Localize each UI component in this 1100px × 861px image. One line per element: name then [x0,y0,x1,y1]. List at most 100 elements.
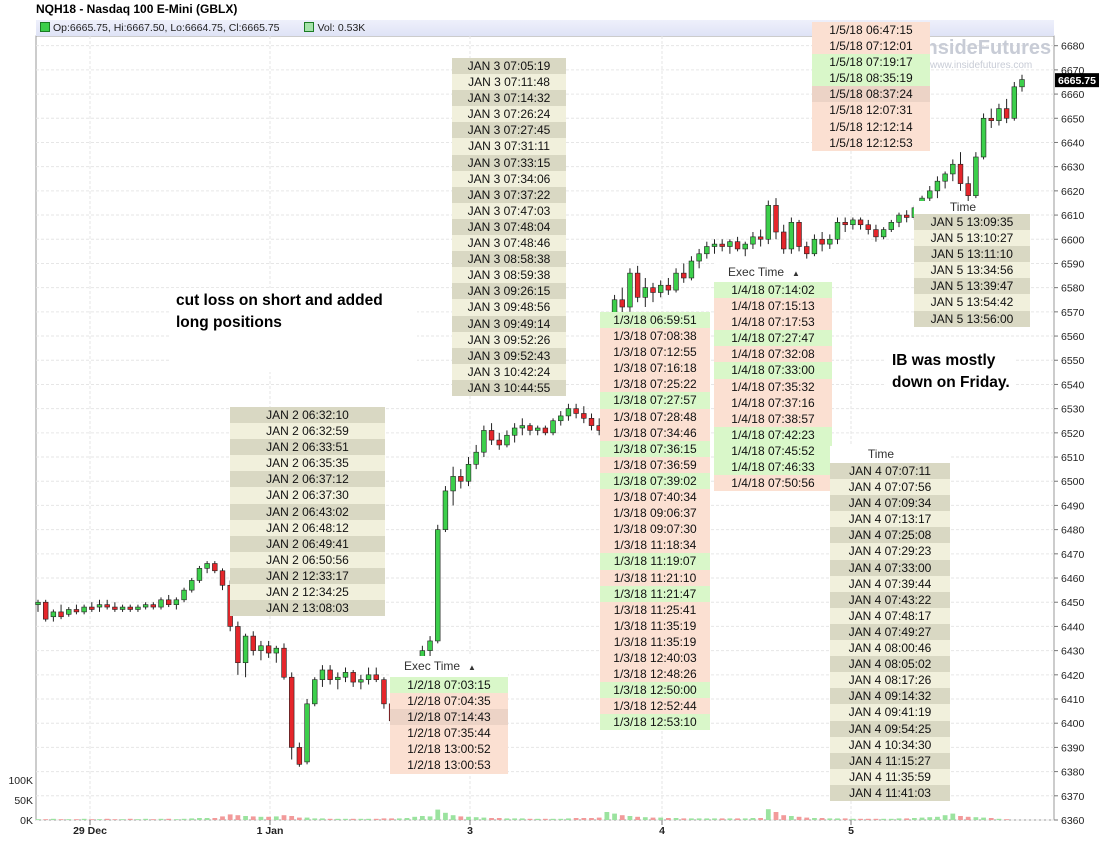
panel-row[interactable]: 1/4/18 07:42:23 [714,426,832,443]
panel-row[interactable]: 1/4/18 07:32:08 [714,346,832,363]
panel-header[interactable]: Exec Time ▲ [714,263,832,282]
panel-row[interactable]: JAN 4 07:39:44 [830,575,950,592]
panel-row[interactable]: 1/3/18 07:25:22 [600,376,710,393]
panel-row[interactable]: JAN 4 11:15:27 [830,752,950,769]
panel-row[interactable]: JAN 2 06:32:10 [230,407,385,424]
panel-row[interactable]: JAN 3 07:48:46 [452,235,566,252]
panel-row[interactable]: 1/4/18 07:35:32 [714,378,832,395]
panel-row[interactable]: JAN 5 13:56:00 [914,310,1030,327]
panel-row[interactable]: JAN 3 09:49:14 [452,315,566,332]
panel-row[interactable]: 1/4/18 07:45:52 [714,442,832,460]
panel-row[interactable]: JAN 3 10:42:24 [452,363,566,380]
panel-row[interactable]: 1/2/18 13:00:53 [390,757,508,774]
panel-row[interactable]: 1/4/18 07:14:02 [714,282,832,299]
panel-row[interactable]: 1/3/18 12:48:26 [600,666,710,683]
panel-row[interactable]: JAN 4 10:34:30 [830,736,950,753]
panel-row[interactable]: 1/5/18 08:37:24 [812,86,930,103]
panel-row[interactable]: JAN 3 09:48:56 [452,299,566,316]
panel-header[interactable] [230,386,385,407]
panel-row[interactable]: 1/3/18 07:36:15 [600,440,710,457]
panel-row[interactable]: JAN 3 07:34:06 [452,170,566,187]
panel-row[interactable]: JAN 4 07:07:11 [830,463,950,480]
panel-row[interactable]: 1/3/18 07:36:59 [600,456,710,473]
panel-row[interactable]: 1/5/18 12:12:14 [812,118,930,135]
panel-row[interactable]: JAN 4 08:00:46 [830,640,950,657]
panel-row[interactable]: JAN 3 07:37:22 [452,186,566,203]
panel-row[interactable]: 1/4/18 07:17:53 [714,314,832,331]
panel-row[interactable]: JAN 4 07:43:22 [830,591,950,608]
panel-row[interactable]: 1/4/18 07:33:00 [714,362,832,379]
panel-row[interactable]: JAN 4 08:17:26 [830,672,950,689]
panel-row[interactable]: JAN 3 07:11:48 [452,74,566,91]
panel-row[interactable]: 1/3/18 11:18:34 [600,537,710,554]
panel-row[interactable]: 1/5/18 07:19:17 [812,54,930,71]
panel-row[interactable]: JAN 3 07:14:32 [452,90,566,107]
panel-row[interactable]: JAN 2 13:08:03 [230,600,385,617]
panel-row[interactable]: JAN 5 13:11:10 [914,246,1030,263]
panel-row[interactable]: 1/2/18 07:14:43 [390,709,508,726]
panel-row[interactable]: JAN 3 07:05:19 [452,58,566,75]
panel-row[interactable]: JAN 2 06:43:02 [230,503,385,520]
panel-row[interactable]: 1/3/18 07:08:38 [600,328,710,345]
panel-row[interactable]: 1/3/18 12:52:44 [600,698,710,715]
panel-row[interactable]: JAN 4 07:48:17 [830,607,950,624]
panel-row[interactable]: 1/3/18 07:40:34 [600,489,710,506]
panel-row[interactable]: 1/3/18 07:27:57 [600,392,710,409]
panel-row[interactable]: 1/4/18 07:15:13 [714,298,832,315]
panel-row[interactable]: JAN 3 07:47:03 [452,202,566,219]
panel-row[interactable]: JAN 3 07:48:04 [452,218,566,236]
panel-row[interactable]: JAN 2 06:48:12 [230,519,385,536]
panel-row[interactable]: JAN 3 10:44:55 [452,379,566,396]
panel-row[interactable]: 1/3/18 12:53:10 [600,714,710,731]
panel-row[interactable]: 1/3/18 06:59:51 [600,312,710,329]
panel-header[interactable]: Exec Time ▲ [390,656,508,677]
panel-header[interactable]: Time [914,201,1030,214]
panel-row[interactable]: 1/5/18 12:12:53 [812,134,930,151]
panel-row[interactable]: 1/2/18 07:03:15 [390,677,508,694]
panel-row[interactable]: 1/3/18 11:21:10 [600,569,710,586]
panel-row[interactable]: JAN 2 06:35:35 [230,455,385,472]
panel-row[interactable]: JAN 3 07:33:15 [452,154,566,171]
panel-row[interactable]: JAN 4 09:54:25 [830,720,950,737]
panel-row[interactable]: 1/5/18 07:12:01 [812,38,930,55]
panel-row[interactable]: 1/3/18 11:21:47 [600,585,710,602]
panel-row[interactable]: 1/2/18 07:04:35 [390,693,508,710]
panel-row[interactable]: JAN 3 09:26:15 [452,283,566,300]
panel-row[interactable]: 1/3/18 09:06:37 [600,505,710,522]
panel-row[interactable]: 1/3/18 09:07:30 [600,521,710,538]
panel-row[interactable]: JAN 2 06:37:12 [230,471,385,488]
panel-row[interactable]: JAN 4 07:13:17 [830,511,950,528]
panel-row[interactable]: JAN 5 13:09:35 [914,214,1030,231]
panel-row[interactable]: JAN 5 13:34:56 [914,262,1030,279]
panel-row[interactable]: JAN 4 11:41:03 [830,784,950,801]
panel-row[interactable]: JAN 4 08:05:02 [830,656,950,673]
panel-row[interactable]: JAN 2 06:49:41 [230,535,385,552]
panel-row[interactable]: JAN 2 06:37:30 [230,487,385,504]
panel-row[interactable]: 1/3/18 07:16:18 [600,360,710,377]
panel-row[interactable]: JAN 3 07:31:11 [452,138,566,155]
panel-row[interactable]: 1/4/18 07:46:33 [714,459,832,476]
panel-row[interactable]: JAN 3 08:59:38 [452,267,566,284]
panel-header[interactable]: Time [830,446,950,463]
panel-row[interactable]: 1/3/18 07:12:55 [600,344,710,361]
panel-row[interactable]: JAN 3 08:58:38 [452,251,566,268]
panel-row[interactable]: JAN 5 13:54:42 [914,294,1030,311]
sort-ascending-icon[interactable]: ▲ [468,663,476,672]
panel-row[interactable]: JAN 4 11:35:59 [830,768,950,785]
panel-row[interactable]: JAN 5 13:10:27 [914,230,1030,247]
panel-row[interactable]: 1/2/18 13:00:52 [390,741,508,758]
panel-row[interactable]: JAN 5 13:39:47 [914,278,1030,295]
panel-row[interactable]: 1/4/18 07:50:56 [714,475,832,492]
panel-row[interactable]: JAN 3 09:52:43 [452,347,566,364]
panel-row[interactable]: 1/2/18 07:35:44 [390,725,508,742]
panel-row[interactable]: JAN 2 12:33:17 [230,567,385,585]
panel-row[interactable]: JAN 4 07:33:00 [830,559,950,576]
panel-row[interactable]: 1/3/18 11:19:07 [600,553,710,570]
panel-row[interactable]: 1/5/18 06:47:15 [812,22,930,39]
panel-row[interactable]: 1/4/18 07:38:57 [714,410,832,427]
panel-row[interactable]: JAN 2 06:33:51 [230,439,385,456]
panel-row[interactable]: JAN 2 12:34:25 [230,584,385,601]
panel-row[interactable]: JAN 4 09:14:32 [830,688,950,705]
panel-row[interactable]: 1/3/18 11:35:19 [600,617,710,634]
panel-row[interactable]: JAN 4 09:41:19 [830,704,950,721]
